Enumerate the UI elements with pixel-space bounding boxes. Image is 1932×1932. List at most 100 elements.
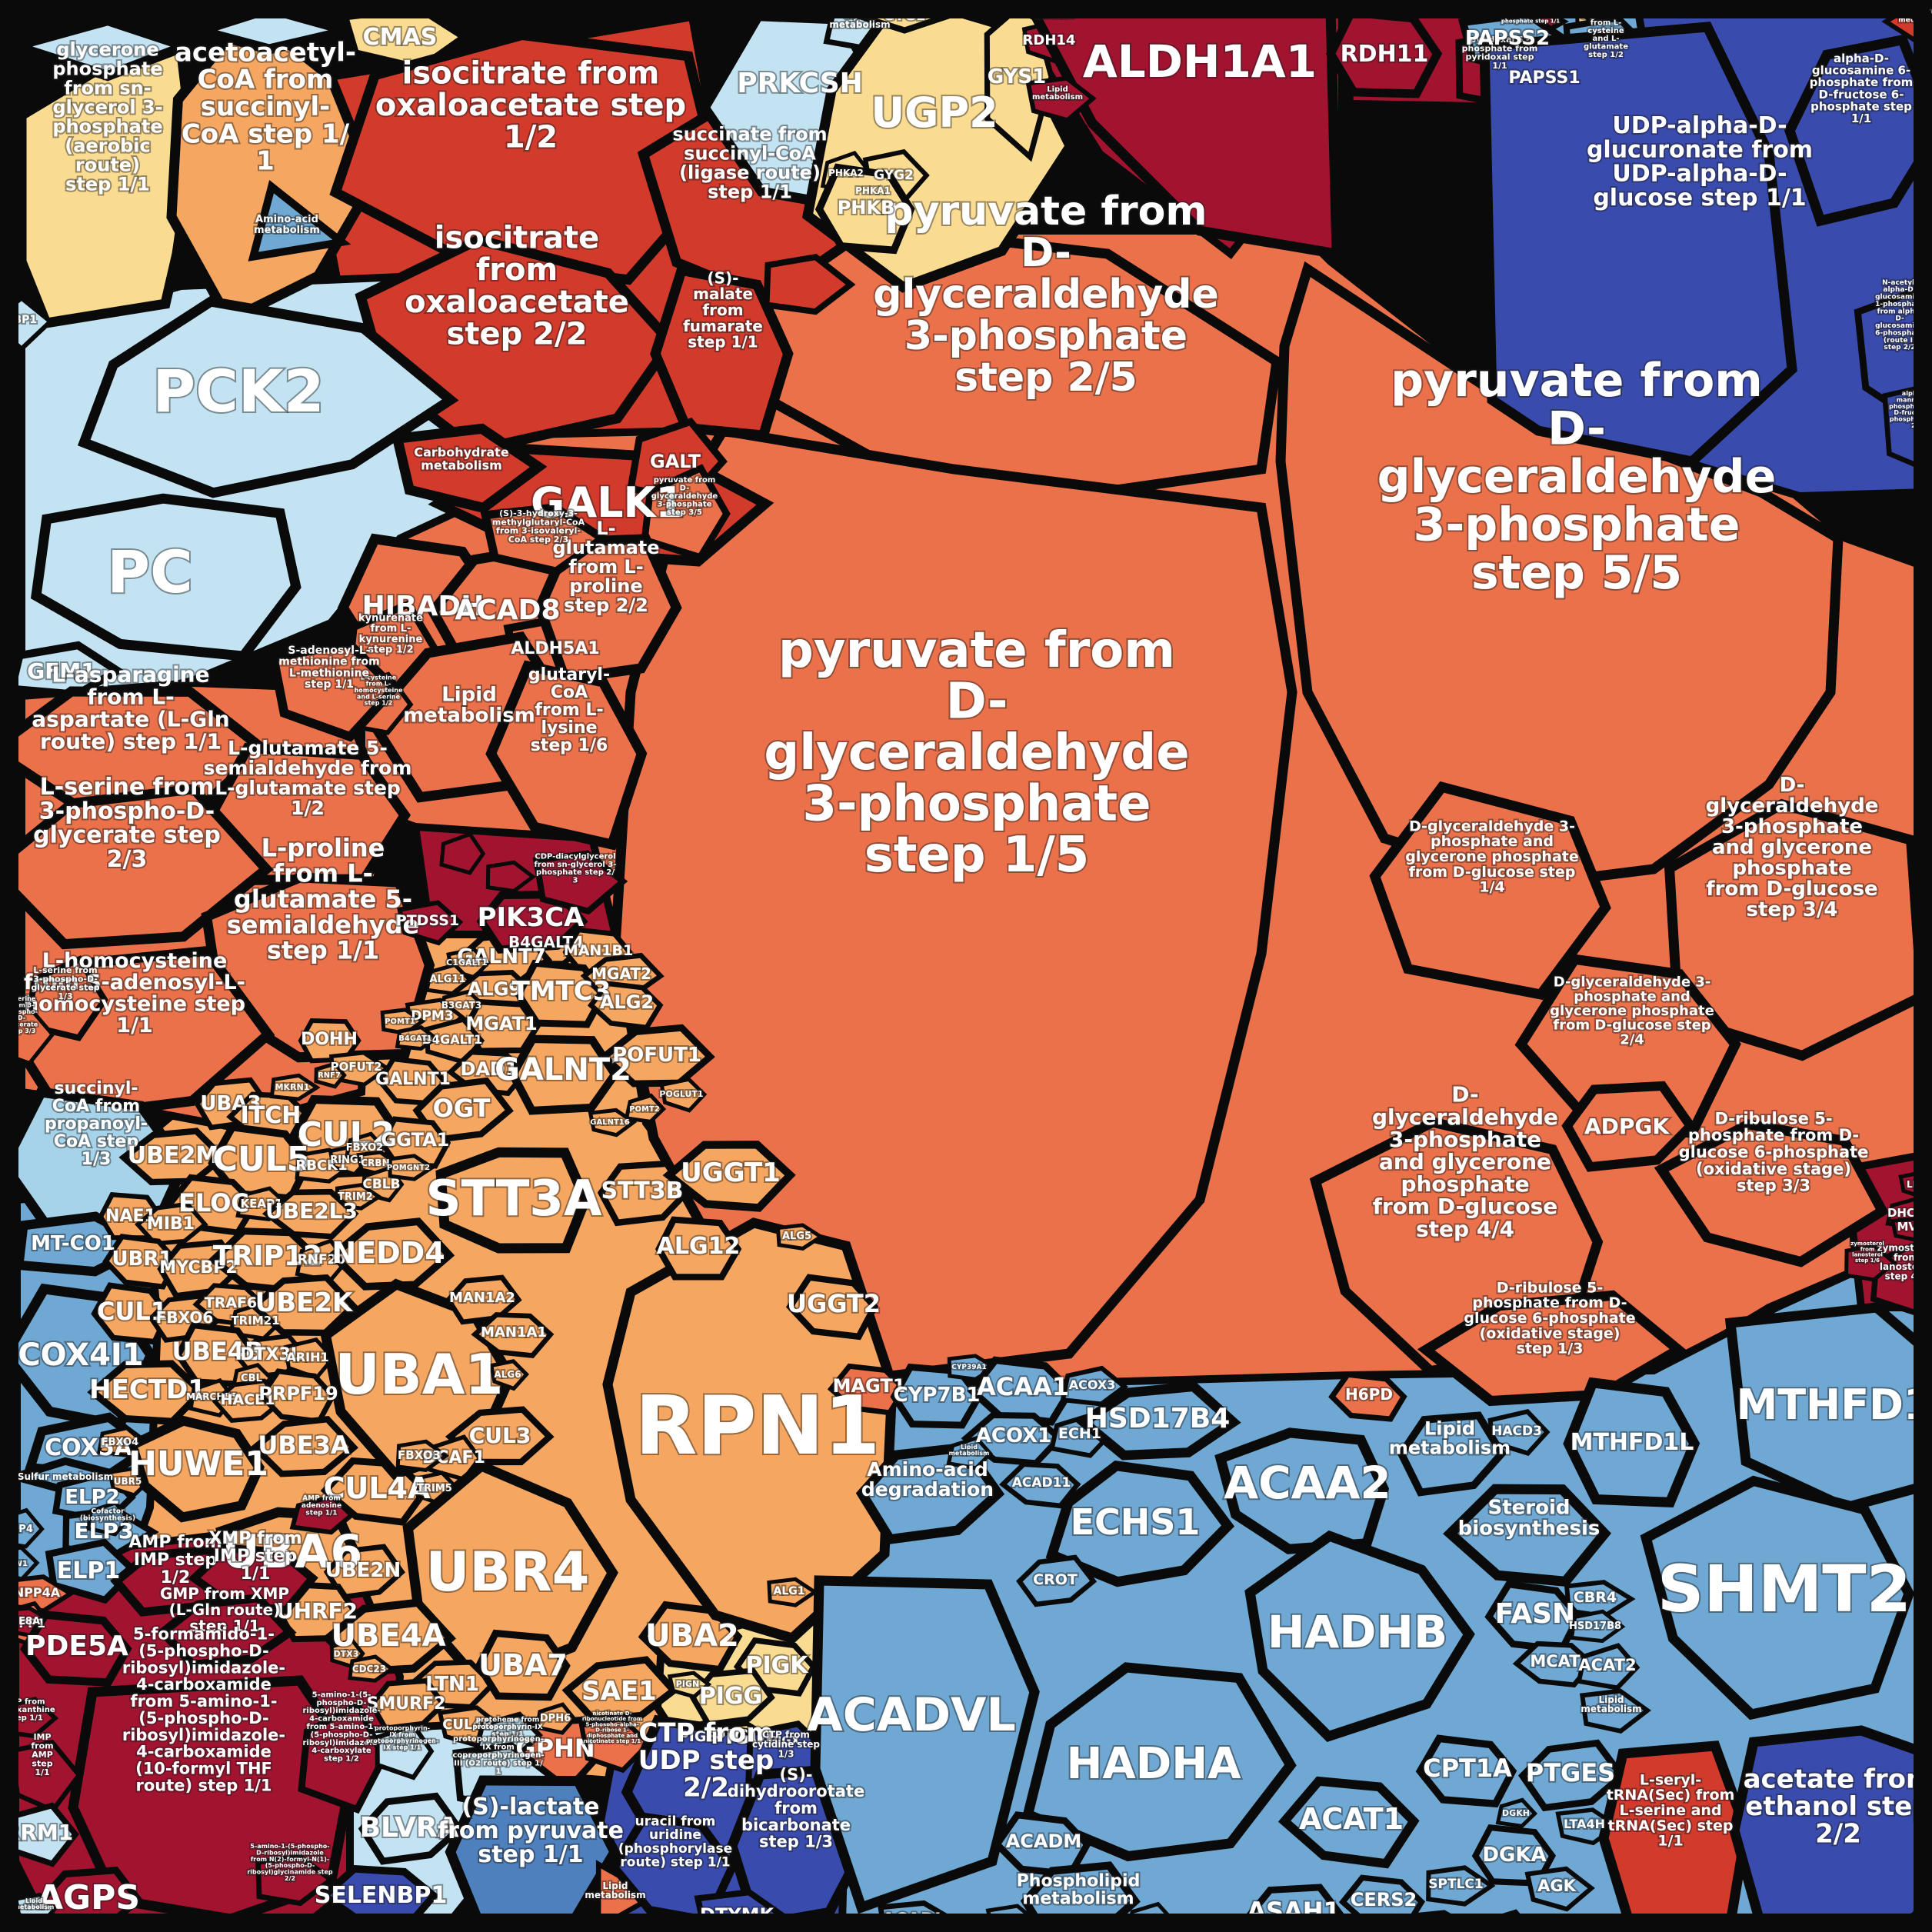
cell-cpt1a[interactable]: [1415, 1734, 1517, 1808]
cell-ogt[interactable]: [412, 1077, 514, 1144]
cell-uggt1[interactable]: [662, 1141, 796, 1212]
cell-ptges[interactable]: [1517, 1739, 1627, 1812]
cell-acad11[interactable]: [998, 1461, 1081, 1509]
cell-s-malate[interactable]: [650, 264, 794, 441]
cell-cdc23[interactable]: [348, 1654, 395, 1683]
cell-nicotinate[interactable]: [578, 1716, 653, 1774]
cell-smurf2[interactable]: [368, 1677, 447, 1731]
cell-pomt2[interactable]: [624, 1093, 667, 1124]
cell-echs1[interactable]: [1045, 1460, 1235, 1587]
cell-dr-tiny-2[interactable]: [485, 860, 537, 894]
cell-stt3a[interactable]: [435, 1147, 591, 1254]
cell-gmp-from-xmp[interactable]: [156, 1593, 297, 1670]
cell-dr-tiny-1[interactable]: [439, 831, 486, 875]
cell-amino-acid-metabolism[interactable]: [248, 180, 351, 261]
cell-dribulose-step-3-3[interactable]: [1654, 1119, 1889, 1267]
cell-crot[interactable]: [1016, 1554, 1098, 1607]
cell-l-serine-1-3[interactable]: [24, 955, 108, 1041]
cell-pyruvate-step-3-5[interactable]: [641, 464, 731, 561]
cell-ggta1[interactable]: [378, 1116, 451, 1169]
cell-acat2[interactable]: [1576, 1643, 1641, 1690]
cell-galnt16[interactable]: [588, 1108, 638, 1138]
cell-sptlc1[interactable]: [1426, 1865, 1496, 1907]
cell-magt1[interactable]: [827, 1363, 908, 1416]
cell-amino-carboxamide-1-2[interactable]: [298, 1700, 388, 1814]
cell-ube2l3[interactable]: [261, 1188, 359, 1240]
cell-alg6[interactable]: [488, 1359, 530, 1391]
cell-ubr1[interactable]: [102, 1234, 180, 1290]
cell-l-seryl-trna[interactable]: [1598, 1740, 1751, 1932]
cell-l-serine-2-3[interactable]: [0, 783, 274, 950]
cell-agk[interactable]: [1524, 1866, 1595, 1912]
cell-cul1[interactable]: [91, 1282, 172, 1345]
cell-mcat[interactable]: [1512, 1641, 1595, 1688]
cell-lipid-metabolism-t3[interactable]: [1579, 1688, 1651, 1734]
cell-alg5[interactable]: [775, 1223, 824, 1251]
cell-acetate-from-ethanol[interactable]: [1729, 1725, 1932, 1932]
cell-pc[interactable]: [30, 493, 301, 661]
cell-h6pd[interactable]: [1328, 1371, 1407, 1422]
cell-zymosterol-1-6[interactable]: [1844, 1244, 1898, 1282]
cell-uba7[interactable]: [475, 1629, 571, 1701]
cell-lipid-metabolism-dr[interactable]: [1025, 75, 1097, 123]
cell-hadha[interactable]: [1021, 1662, 1297, 1862]
cell-galnt2[interactable]: [508, 1034, 620, 1115]
cell-pomgnt2[interactable]: [388, 1154, 436, 1181]
cell-udp-glucuronate[interactable]: [1479, 22, 1797, 468]
cell-nedd4[interactable]: [327, 1217, 455, 1291]
cell-stt3b[interactable]: [597, 1160, 691, 1227]
cell-cbr4[interactable]: [1564, 1580, 1636, 1619]
cell-man1a1[interactable]: [471, 1312, 555, 1358]
cell-arih1[interactable]: [283, 1337, 336, 1381]
cell-blvra[interactable]: [358, 1792, 465, 1865]
cell-pde5a[interactable]: [20, 1610, 132, 1687]
cell-ptdss1[interactable]: [397, 900, 464, 946]
cell-rdh11[interactable]: [1325, 8, 1443, 98]
cell-uggt2[interactable]: [785, 1274, 879, 1341]
cell-mkrn1[interactable]: [269, 1073, 321, 1101]
cell-cdp-diacylglycerol[interactable]: [532, 850, 628, 915]
cell-phkb[interactable]: [814, 163, 915, 255]
cell-acox3[interactable]: [1060, 1365, 1128, 1407]
cell-adpgk[interactable]: [1561, 1081, 1697, 1172]
cell-huwe1[interactable]: [126, 1415, 265, 1523]
cell-cofactor-biosynthesis[interactable]: [85, 1501, 131, 1537]
cell-dglyc-step-1-4[interactable]: [1369, 781, 1611, 1001]
cell-glutaryl-coa[interactable]: [485, 660, 648, 851]
cell-alg1[interactable]: [767, 1577, 818, 1607]
cell-elp1[interactable]: [45, 1538, 139, 1604]
cell-fumarate-cell[interactable]: [763, 253, 856, 315]
cell-dgkh[interactable]: [1495, 1797, 1538, 1829]
cell-l-glutamate-from-l-proline[interactable]: [534, 534, 682, 685]
cell-pign[interactable]: [667, 1671, 712, 1699]
cell-shmt2[interactable]: [1640, 1475, 1915, 1720]
cell-poglut1[interactable]: [659, 1077, 708, 1113]
cell-rnf7[interactable]: [314, 1061, 347, 1089]
cell-sae1[interactable]: [561, 1656, 679, 1724]
cell-carbohydrate-metabolism[interactable]: [391, 423, 548, 514]
cell-steroid-biosynthesis[interactable]: [1443, 1484, 1611, 1587]
cell-alg12[interactable]: [655, 1216, 742, 1281]
cell-acadvl[interactable]: [810, 1575, 1040, 1914]
cell-mthfd1l[interactable]: [1563, 1377, 1700, 1507]
cell-hadhb[interactable]: [1244, 1530, 1475, 1743]
cell-lipid-metabolism-sb[interactable]: [1397, 1411, 1507, 1497]
cell-tmtc3[interactable]: [515, 959, 608, 1028]
cell-protoporphyrin[interactable]: [375, 1722, 435, 1780]
cell-alpha-d-glucosamine[interactable]: [1784, 34, 1932, 227]
cell-amino-glycinamide-2-2[interactable]: [255, 1854, 336, 1907]
cell-ube3a[interactable]: [250, 1415, 359, 1477]
cell-pck2[interactable]: [77, 296, 459, 498]
cell-ube2n[interactable]: [323, 1544, 405, 1601]
cell-dglyc-step-2-4[interactable]: [1514, 954, 1741, 1139]
cell-s-adenosyl[interactable]: [268, 638, 401, 742]
cell-hmg-coa-tiny[interactable]: [480, 503, 611, 576]
cell-fbxo3[interactable]: [395, 1439, 449, 1472]
cell-mib1[interactable]: [134, 1201, 208, 1246]
cell-dph6[interactable]: [535, 1702, 578, 1735]
cell-pyruvate-step-5-5[interactable]: [1275, 261, 1844, 890]
cell-amp-from-adenosine[interactable]: [289, 1494, 355, 1535]
cell-xmp-from-imp[interactable]: [188, 1544, 318, 1614]
cell-lipid-metabolism-t1[interactable]: [946, 1435, 994, 1471]
cell-acaa1[interactable]: [967, 1356, 1075, 1426]
